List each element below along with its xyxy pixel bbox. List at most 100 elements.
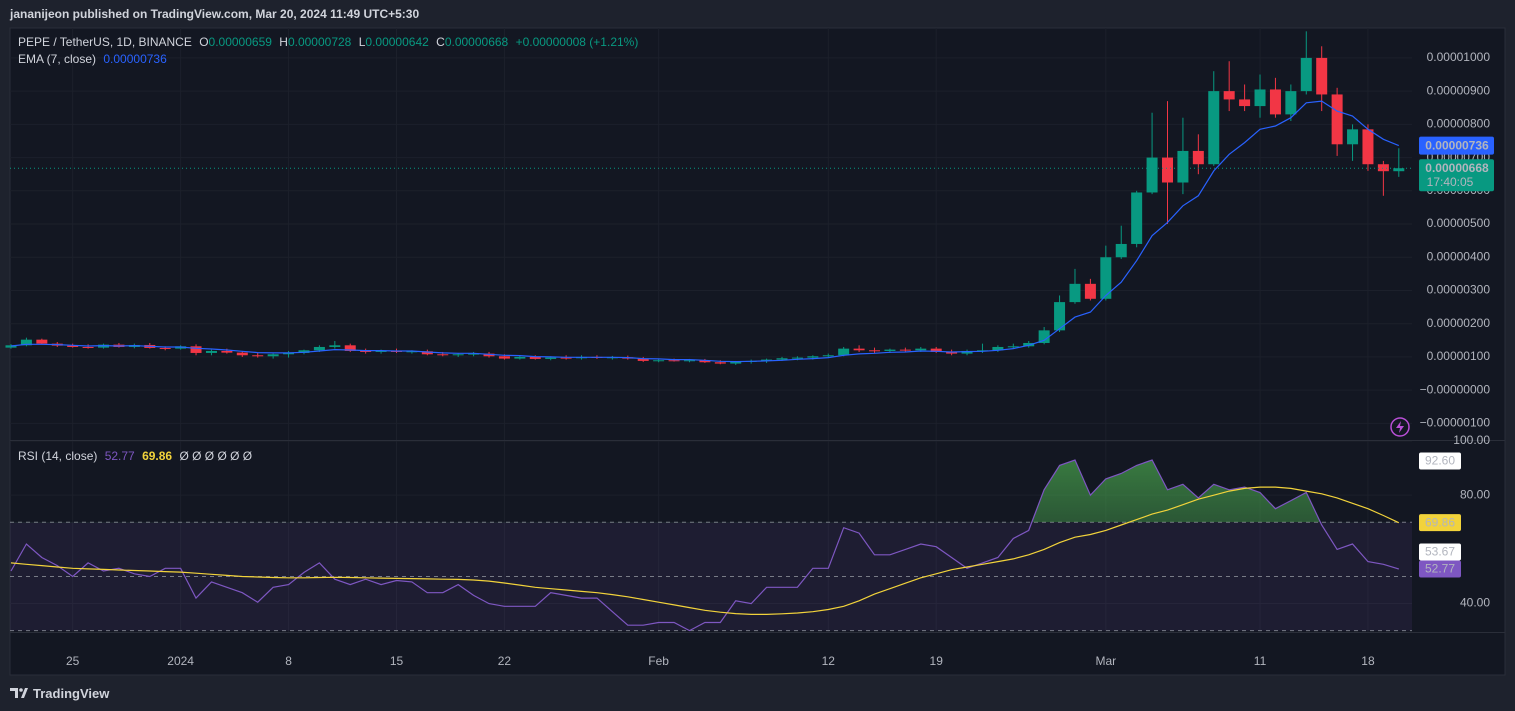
y-tick-label: 100.00 bbox=[1453, 433, 1490, 447]
ohlc-value: 0.00000659 bbox=[208, 35, 272, 49]
candle-body bbox=[360, 350, 372, 352]
candle-body bbox=[884, 349, 896, 351]
y-tick-label: 0.00001000 bbox=[1427, 50, 1491, 64]
candle-body bbox=[946, 351, 958, 354]
candle-body bbox=[1285, 91, 1297, 115]
candle-body bbox=[1177, 150, 1189, 183]
candle-body bbox=[1146, 157, 1158, 193]
candle-body bbox=[252, 355, 264, 357]
change: +0.00000008 (+1.21%) bbox=[515, 35, 639, 49]
x-tick-label: 11 bbox=[1254, 654, 1267, 668]
y-tick-label: 0.00000800 bbox=[1427, 117, 1491, 131]
rsi-label-box bbox=[1419, 560, 1461, 578]
ohlc-value: 0.00000728 bbox=[287, 35, 352, 49]
candle-body bbox=[283, 352, 295, 355]
candle-body bbox=[1131, 192, 1143, 244]
legend-value: 52.77 bbox=[104, 449, 135, 463]
alert-icon[interactable] bbox=[1390, 417, 1410, 437]
candle-body bbox=[683, 360, 695, 362]
candle-body bbox=[1347, 129, 1359, 145]
candle-body bbox=[529, 356, 541, 359]
candle-body bbox=[514, 356, 526, 359]
candle-body bbox=[668, 360, 680, 362]
publish-header: jananijeon published on TradingView.com,… bbox=[10, 7, 420, 21]
rsi-ma-line bbox=[10, 486, 1400, 615]
candle-body bbox=[1038, 330, 1050, 343]
rsi-label-box bbox=[1419, 514, 1461, 532]
y-tick-label: 0.00000300 bbox=[1427, 283, 1491, 297]
y-tick-label: 0.00000400 bbox=[1427, 249, 1491, 263]
candle-body bbox=[483, 353, 495, 357]
x-tick-label: 12 bbox=[822, 654, 836, 668]
candle-body bbox=[761, 359, 773, 361]
x-tick-label: 25 bbox=[66, 654, 80, 668]
candle-body bbox=[776, 358, 788, 360]
legend-value: 0.00000736 bbox=[103, 52, 167, 66]
candle-body bbox=[1316, 57, 1328, 95]
candle-body bbox=[1069, 283, 1081, 303]
price-label-box bbox=[1419, 136, 1494, 155]
y-tick-label: −0.00000100 bbox=[1420, 416, 1491, 430]
candle-body bbox=[36, 339, 48, 344]
candle-body bbox=[1377, 164, 1389, 172]
candle-body bbox=[421, 351, 433, 355]
candle-body bbox=[1362, 129, 1374, 165]
price-label: 0.00000668 bbox=[1425, 161, 1489, 175]
candle-body bbox=[20, 339, 32, 346]
x-tick-label: 2024 bbox=[167, 654, 194, 668]
candle-body bbox=[1084, 283, 1096, 299]
rsi-label: 53.67 bbox=[1425, 545, 1455, 559]
candle-body bbox=[807, 356, 819, 358]
x-tick-label: Mar bbox=[1095, 654, 1116, 668]
y-tick-label: −0.00000000 bbox=[1420, 382, 1491, 396]
candle-body bbox=[869, 350, 881, 352]
candle-body bbox=[838, 348, 850, 356]
candle-body bbox=[221, 350, 233, 353]
candle-body bbox=[730, 361, 742, 364]
candle-body bbox=[1023, 342, 1035, 347]
candle-body bbox=[1192, 150, 1204, 165]
candle-body bbox=[653, 360, 665, 362]
price-label-box bbox=[1419, 159, 1494, 192]
candle-body bbox=[1054, 302, 1066, 331]
candle-body bbox=[468, 353, 480, 355]
alert-bolt bbox=[1396, 421, 1404, 433]
y-tick-label: 0.00000200 bbox=[1427, 316, 1491, 330]
candle-body bbox=[714, 362, 726, 364]
candle-body bbox=[1208, 91, 1220, 165]
legend-extra: Ø Ø Ø Ø Ø Ø bbox=[179, 449, 253, 463]
candle-body bbox=[1007, 346, 1019, 348]
candle-body bbox=[1239, 99, 1251, 107]
symbol-title: PEPE / TetherUS, 1D, BINANCE bbox=[18, 35, 192, 49]
candle-body bbox=[899, 349, 911, 351]
candle-body bbox=[498, 356, 510, 359]
rsi-label: 92.60 bbox=[1425, 454, 1455, 468]
countdown-label: 17:40:05 bbox=[1427, 175, 1474, 189]
rsi-label: 52.77 bbox=[1425, 562, 1455, 576]
overbought-fill bbox=[1031, 460, 1321, 523]
candle-body bbox=[1115, 243, 1127, 258]
candle-body bbox=[375, 350, 387, 352]
candle-body bbox=[406, 351, 418, 353]
ohlc-key: O bbox=[199, 35, 209, 49]
candle-body bbox=[637, 358, 649, 361]
legend-name: EMA (7, close) bbox=[18, 52, 97, 66]
candle-body bbox=[344, 345, 356, 351]
candle-body bbox=[159, 347, 171, 349]
price-label: 0.00000736 bbox=[1425, 138, 1489, 152]
rsi-label-box bbox=[1419, 543, 1461, 561]
x-tick-label: 15 bbox=[390, 654, 404, 668]
candle-body bbox=[1393, 168, 1405, 172]
candle-body bbox=[961, 350, 973, 354]
candle-body bbox=[329, 345, 341, 347]
ema-legend: EMA (7, close) 0.00000736 bbox=[18, 52, 171, 66]
candle-body bbox=[915, 348, 927, 351]
candle-body bbox=[791, 357, 803, 359]
candle-body bbox=[298, 350, 310, 353]
candle-body bbox=[437, 354, 449, 356]
rsi-line bbox=[10, 459, 1399, 632]
rsi-label-box bbox=[1419, 452, 1461, 470]
y-tick-label: 0.00000500 bbox=[1427, 216, 1491, 230]
candle-body bbox=[82, 346, 94, 348]
candle-body bbox=[5, 345, 17, 348]
